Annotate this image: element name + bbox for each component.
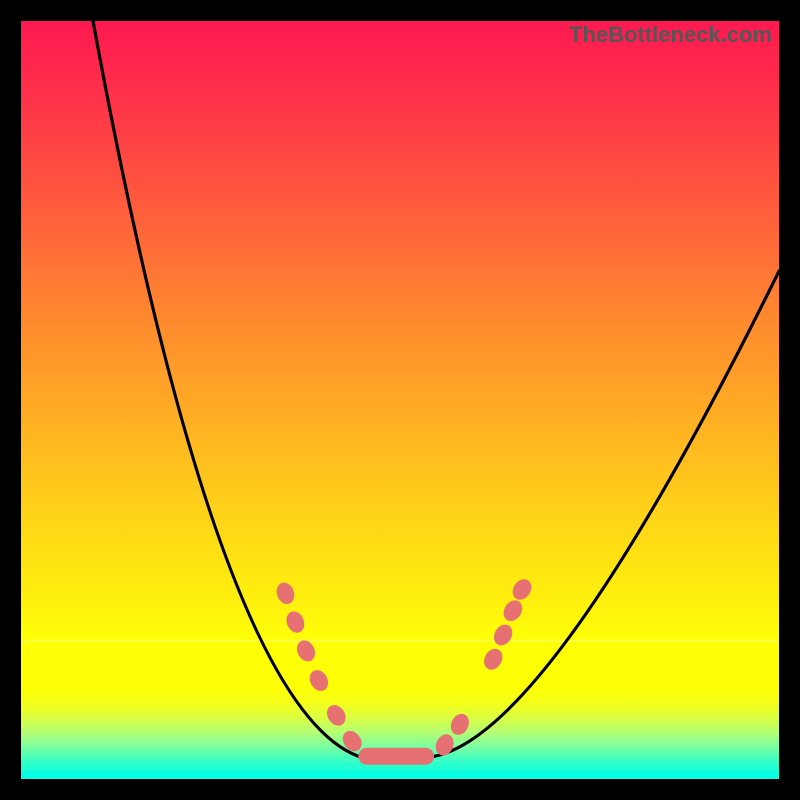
watermark-text: TheBottleneck.com (569, 22, 772, 48)
curve-marker (293, 637, 318, 664)
curve-marker (490, 621, 516, 649)
curve-marker (323, 701, 349, 729)
curve-marker (283, 609, 307, 636)
v-curve (93, 21, 779, 756)
flat-marker (358, 748, 434, 765)
curve-marker (447, 711, 472, 738)
curve-marker (509, 576, 535, 604)
curve-marker (500, 597, 526, 625)
curve-marker (274, 580, 298, 607)
plot-area (21, 21, 779, 779)
markers-group (274, 576, 536, 765)
curve-marker (306, 667, 332, 695)
curve-marker (481, 645, 506, 672)
chart-canvas: TheBottleneck.com (0, 0, 800, 800)
curve-layer (21, 21, 779, 779)
